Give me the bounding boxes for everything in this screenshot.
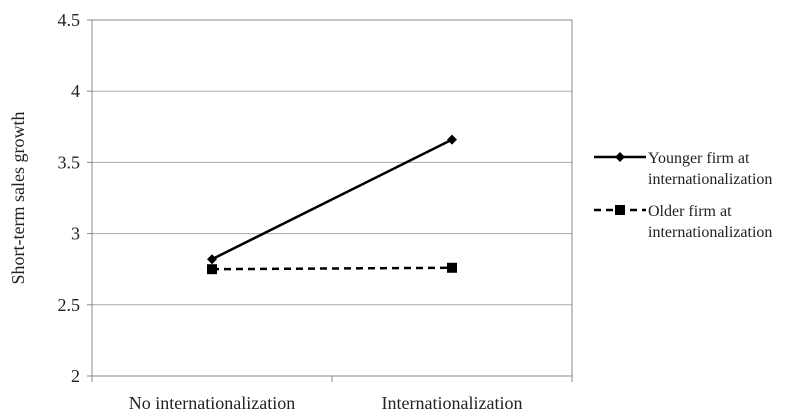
legend-swatch-marker [615, 205, 625, 215]
y-tick-label: 4.5 [58, 10, 81, 30]
data-point-marker [207, 254, 217, 265]
y-tick-label: 4 [71, 81, 80, 101]
series-line [211, 266, 453, 271]
series-group [207, 134, 457, 275]
x-axis-ticks: No internationalization Internationalizat… [91, 376, 573, 413]
y-axis-title: Short-term sales growth [8, 112, 28, 285]
data-point-marker [207, 264, 217, 275]
legend-item-1: Younger firm at internationalization [594, 150, 772, 188]
series-line [211, 138, 453, 261]
legend-label: Older firm at [648, 203, 732, 220]
y-tick-label: 2.5 [58, 295, 81, 315]
y-tick-label: 3.5 [58, 152, 81, 172]
plot-area-frame [91, 19, 573, 377]
x-tick-label: Internationalization [382, 393, 523, 413]
legend-item-2: Older firm at internationalization [594, 203, 772, 241]
legend: Younger firm atinternationalizationOlder… [594, 150, 772, 241]
data-point-marker [447, 262, 457, 273]
x-tick-label: No internationalization [129, 393, 295, 413]
gridlines [92, 90, 572, 306]
y-axis-ticks: 2 2.5 3 3.5 4 4.5 [58, 10, 92, 386]
data-point-marker [447, 134, 457, 145]
legend-label: Younger firm at [648, 150, 750, 167]
series-2 [207, 262, 457, 275]
legend-swatch-marker [615, 152, 625, 162]
series-1 [207, 134, 457, 265]
y-tick-label: 2 [71, 366, 80, 386]
legend-label: internationalization [648, 171, 772, 188]
legend-label: internationalization [648, 224, 772, 241]
y-tick-label: 3 [71, 224, 80, 244]
